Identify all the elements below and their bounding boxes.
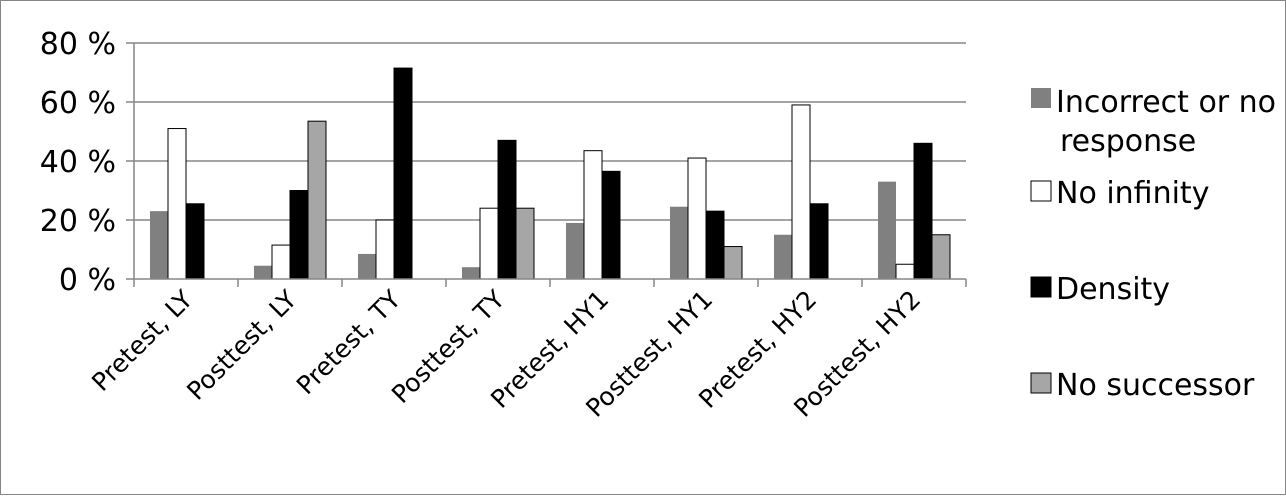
bar [271,244,291,280]
y-tick-label: 80 % [40,27,116,62]
bar [774,234,792,279]
bar [895,263,915,280]
bar [878,181,896,279]
legend-swatch [1030,372,1052,394]
legend-label: Density [1056,272,1170,307]
bar [687,157,707,280]
x-category-label: Pretest, LY [86,284,199,397]
y-tick-label: 40 % [40,145,116,180]
bar [515,207,535,280]
y-tick-label: 0 % [59,263,116,298]
bar [670,206,688,279]
bars [150,67,951,280]
legend: Incorrect or no response No infinity Densit… [1030,85,1276,403]
bar [583,150,603,280]
legend-label: No infinity [1056,176,1209,211]
bar [307,120,327,280]
x-category-label: Pretest, TY [291,284,407,400]
bar [479,207,499,280]
bar [393,67,413,280]
bar [497,139,517,280]
y-tick-label: 20 % [40,204,116,239]
bar [185,203,205,280]
bar [358,253,376,279]
bar [601,170,621,280]
legend-swatch [1030,276,1052,298]
bar [462,267,480,279]
x-category-label: Posttest, LY [181,284,302,405]
y-tick-label: 60 % [40,86,116,121]
bar [150,211,168,279]
bar [723,246,743,280]
y-axis-tick-labels: 0 % 20 % 40 % 60 % 80 % [40,27,116,298]
bar [791,104,811,280]
bar [705,210,725,280]
bar [931,234,951,280]
bar [289,190,309,280]
bar [809,203,829,280]
bar [913,142,933,280]
x-axis [133,43,967,287]
legend-swatch [1031,88,1051,108]
bar [254,265,272,279]
bar [167,128,187,280]
bar [375,219,395,280]
legend-swatch [1030,180,1052,202]
legend-label: response [1060,124,1196,159]
legend-label: Incorrect or no [1056,85,1276,120]
bar [566,222,584,279]
gridlines [126,42,966,280]
legend-label: No successor [1056,368,1255,403]
